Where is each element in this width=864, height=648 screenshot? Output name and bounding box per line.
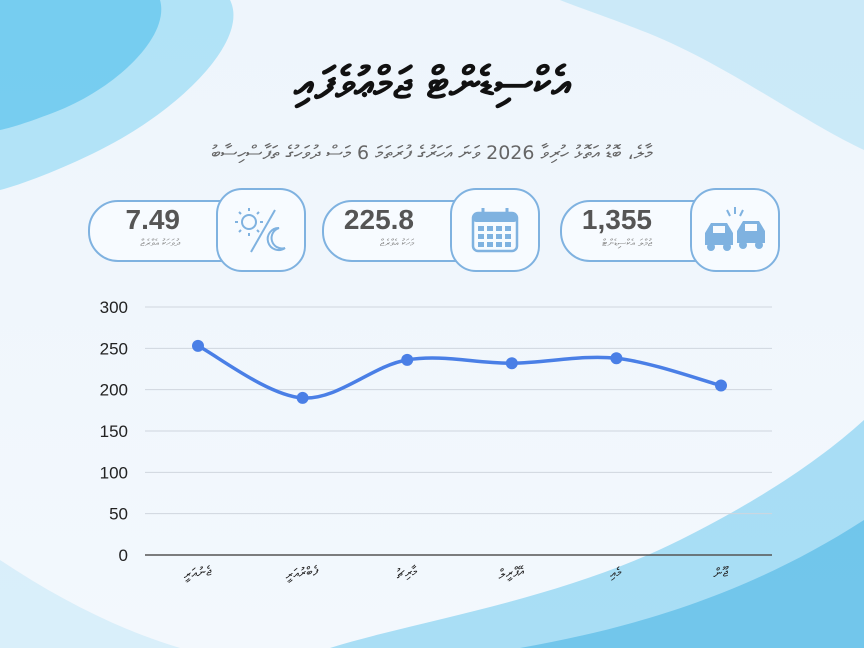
- daily-average-value: 7.49: [125, 204, 181, 235]
- data-point: [192, 339, 204, 352]
- data-point: [401, 353, 414, 366]
- car-crash-icon: [690, 188, 780, 272]
- daily-average-label: ދުވަހަކު އެވްރެޖް: [140, 238, 180, 249]
- chart-grid: [145, 306, 772, 556]
- calendar-icon: [450, 188, 540, 272]
- x-axis-categories: ޖެނުއަރީ ފެބްރުއަރީ މާރިޗު އޭޕްރީލް މެއި ޖޫން: [183, 564, 732, 584]
- data-point: [296, 391, 309, 404]
- y-tick-label: 100: [100, 463, 128, 482]
- data-point: [505, 357, 518, 370]
- x-category-label: އޭޕްރީލް: [497, 564, 526, 583]
- series-points: [192, 339, 727, 404]
- x-category-label: މެއި: [609, 565, 623, 582]
- y-tick-label: 0: [119, 546, 128, 565]
- x-category-label: ޖޫން: [712, 565, 731, 582]
- total-accidents-value: 1,355: [581, 204, 652, 235]
- y-tick-label: 200: [100, 381, 128, 400]
- y-tick-label: 250: [100, 339, 128, 358]
- y-tick-label: 50: [109, 505, 128, 524]
- y-axis-ticks: 0 50 100 150 200 250 300: [100, 298, 128, 565]
- page-subtitle: މާލެ، ބޮޑު އަތޮޅު ހުރިވާ 2026 ވަނަ އަހަރ…: [211, 142, 653, 164]
- total-accidents-label: ޖުމްލަ އެކްސިޑެންޓް: [602, 238, 652, 249]
- day-night-icon: [216, 188, 306, 272]
- x-category-label: ފެބްރުއަރީ: [285, 564, 321, 584]
- data-point: [610, 352, 623, 365]
- series-line: [196, 344, 723, 400]
- x-category-label: ޖެނުއަރީ: [183, 564, 213, 583]
- y-tick-label: 150: [100, 422, 128, 441]
- monthly-average-label: މަހަކު އެވްރެޖް: [379, 238, 414, 249]
- y-tick-label: 300: [100, 298, 128, 317]
- data-point: [715, 379, 727, 392]
- x-category-label: މާރިޗު: [395, 565, 419, 583]
- page-title: އެކްސިޑެންޓް ޖަމްޢުވެފައި: [294, 58, 570, 109]
- monthly-average-value: 225.8: [343, 204, 414, 235]
